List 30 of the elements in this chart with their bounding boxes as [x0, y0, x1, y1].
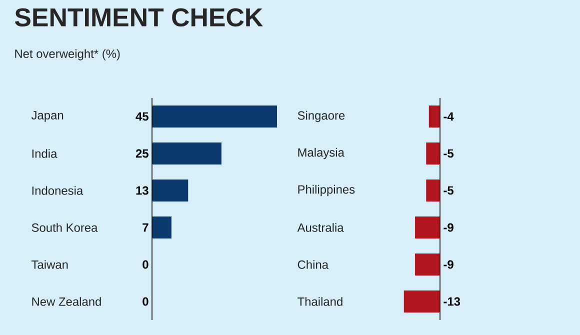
- y-tick-label: Australia: [297, 223, 344, 232]
- data-label: -13: [444, 297, 460, 306]
- y-tick-label: Indonesia: [32, 186, 84, 195]
- data-label: -9: [444, 223, 454, 232]
- y-tick-label: Malaysia: [298, 148, 344, 160]
- y-tick-label: Thailand: [298, 297, 342, 306]
- chart-title: SENTIMENT CHECK: [14, 8, 263, 27]
- data-label: 45: [136, 112, 148, 121]
- data-label: 0: [142, 297, 148, 306]
- y-tick-label: India: [32, 149, 58, 158]
- data-label: 25: [136, 149, 148, 158]
- bar: [152, 180, 188, 202]
- y-tick-label: South Korea: [32, 223, 98, 232]
- data-label: -5: [444, 186, 454, 195]
- bar: [152, 142, 222, 165]
- bar: [152, 106, 278, 128]
- data-label: -4: [444, 112, 454, 121]
- y-tick-label: China: [298, 260, 328, 269]
- bar: [152, 216, 172, 239]
- y-tick-label: Japan: [31, 111, 64, 122]
- data-label: 7: [142, 223, 148, 232]
- data-label: 13: [136, 186, 148, 195]
- y-tick-label: Taiwan: [32, 260, 68, 269]
- chart-subtitle: Net overweight* (%): [15, 49, 120, 60]
- data-label: 0: [142, 260, 148, 269]
- y-tick-label: Philippines: [298, 184, 355, 196]
- data-label: -5: [444, 149, 454, 158]
- y-tick-label: Singaore: [298, 110, 345, 122]
- y-tick-label: New Zealand: [32, 297, 101, 306]
- data-label: -9: [444, 260, 454, 269]
